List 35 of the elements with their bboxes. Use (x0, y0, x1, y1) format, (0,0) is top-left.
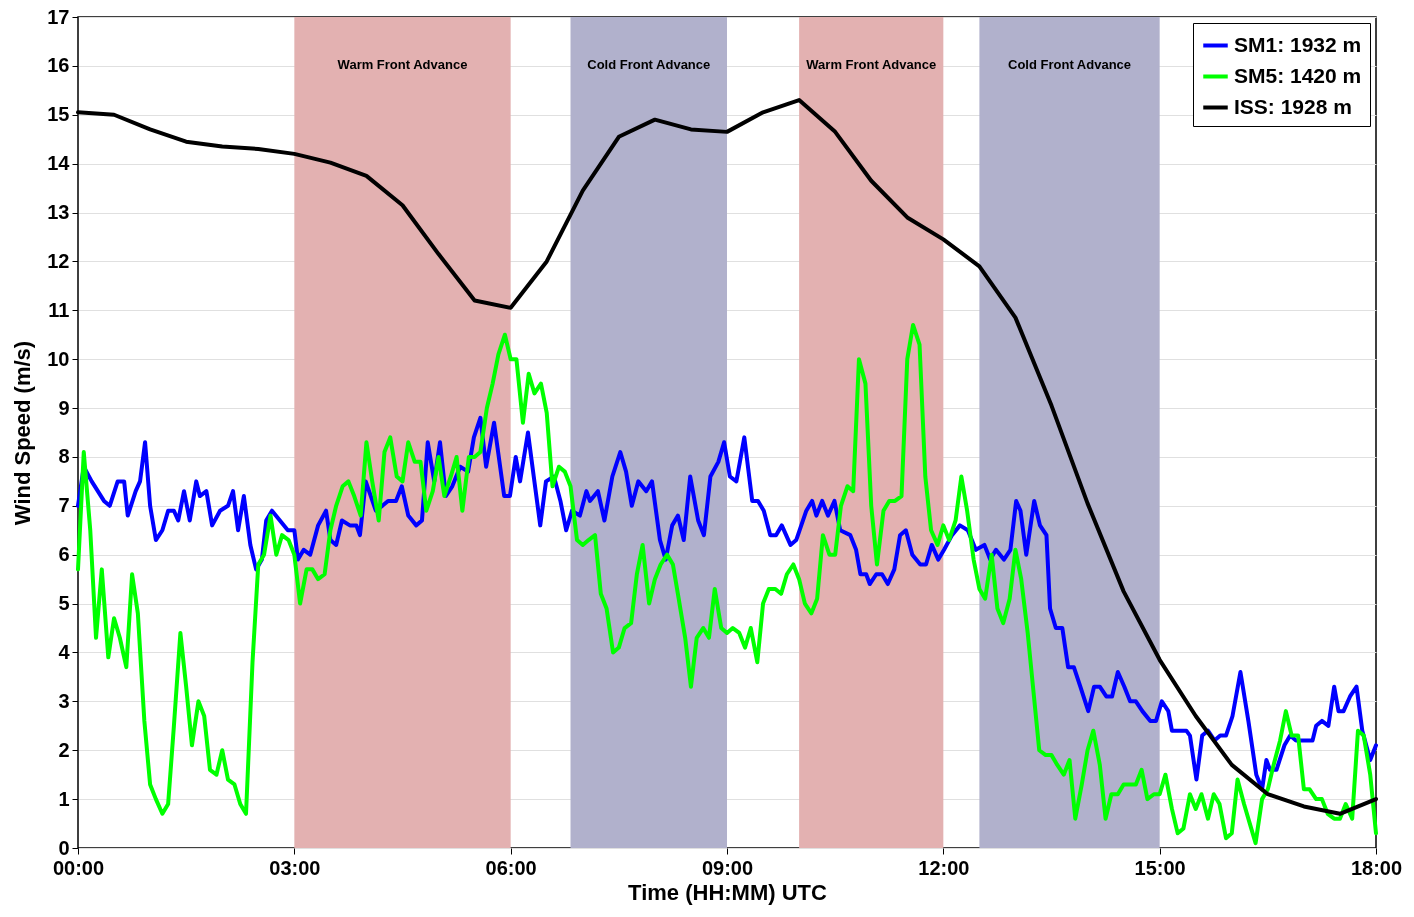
x-tick-label: 06:00 (485, 856, 537, 879)
y-tick-label: 5 (58, 592, 70, 615)
x-tick-label: 18:00 (1350, 856, 1403, 879)
y-tick-label: 4 (58, 640, 71, 663)
x-tick-label: 00:00 (52, 856, 105, 879)
y-tick-label: 8 (58, 445, 70, 468)
y-tick-label: 3 (58, 689, 70, 712)
y-axis-title: Wind Speed (m/s) (10, 340, 36, 526)
band-label: Warm Front Advance (806, 57, 937, 72)
y-tick-label: 6 (58, 543, 70, 566)
y-tick-label: 7 (58, 494, 70, 517)
y-tick-label: 9 (58, 396, 70, 419)
x-tick-label: 03:00 (269, 856, 321, 879)
y-tick-label: 0 (58, 836, 70, 859)
y-tick-label: 15 (47, 103, 70, 126)
y-tick-label: 1 (58, 787, 70, 810)
y-tick-label: 13 (47, 201, 70, 224)
x-tick-label: 15:00 (1134, 856, 1186, 879)
x-tick-label: 12:00 (918, 856, 970, 879)
x-tick-label: 09:00 (701, 856, 754, 879)
y-tick-label: 2 (58, 738, 70, 761)
x-axis-title: Time (HH:MM) UTC (628, 879, 828, 905)
y-tick-label: 12 (47, 249, 70, 272)
y-tick-label: 10 (47, 347, 70, 370)
band-label: Warm Front Advance (337, 57, 468, 72)
band-label: Cold Front Advance (587, 57, 711, 72)
legend-label: ISS: 1928 m (1234, 94, 1352, 118)
legend-label: SM1: 1932 m (1234, 32, 1362, 56)
y-tick-label: 14 (47, 152, 71, 175)
line-series (76, 322, 1378, 846)
y-tick-label: 11 (48, 298, 70, 321)
band-label: Cold Front Advance (1008, 57, 1132, 72)
legend-label: SM5: 1420 m (1234, 63, 1362, 87)
y-tick-label: 16 (47, 54, 70, 77)
y-tick-label: 17 (47, 5, 70, 28)
